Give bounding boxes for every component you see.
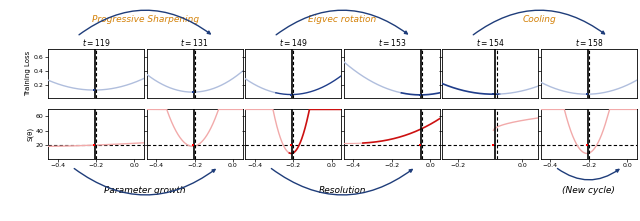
Y-axis label: Training Loss: Training Loss — [25, 51, 31, 96]
Title: $t = 149$: $t = 149$ — [279, 37, 307, 48]
Y-axis label: S(θ): S(θ) — [27, 127, 33, 141]
Text: Cooling: Cooling — [523, 15, 556, 24]
Title: $t = 119$: $t = 119$ — [82, 37, 110, 48]
Title: $t = 158$: $t = 158$ — [575, 37, 603, 48]
Text: Parameter growth: Parameter growth — [104, 186, 186, 195]
Text: Progressive Sharpening: Progressive Sharpening — [92, 15, 199, 24]
Text: (New cycle): (New cycle) — [563, 186, 615, 195]
Title: $t = 131$: $t = 131$ — [180, 37, 209, 48]
Text: Eigvec rotation: Eigvec rotation — [308, 15, 376, 24]
Text: Resolution: Resolution — [319, 186, 366, 195]
Title: $t = 153$: $t = 153$ — [378, 37, 406, 48]
Title: $t = 154$: $t = 154$ — [476, 37, 504, 48]
